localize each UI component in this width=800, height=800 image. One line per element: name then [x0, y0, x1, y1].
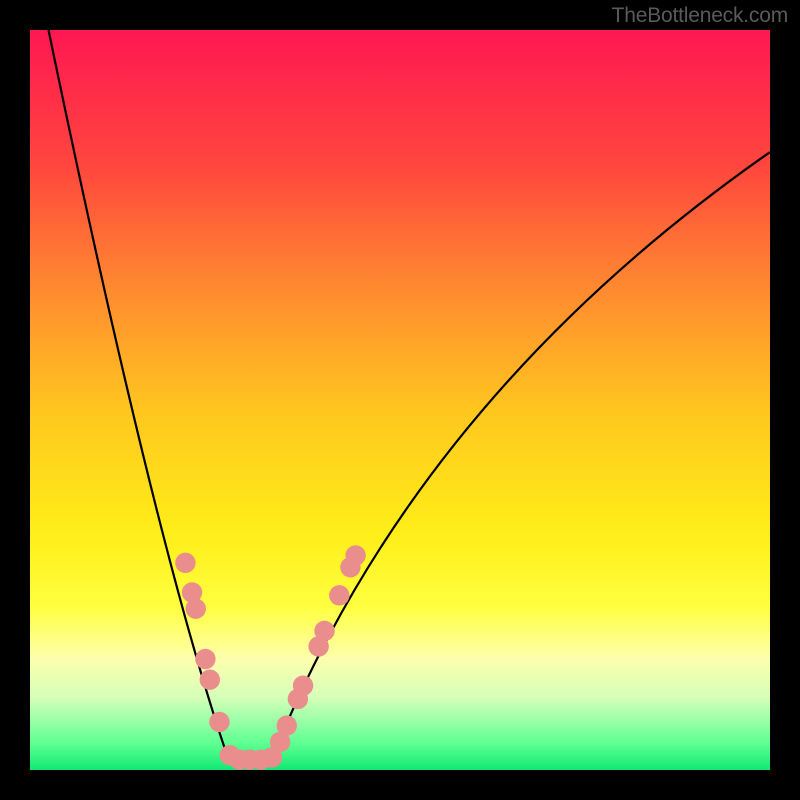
data-marker [293, 675, 313, 695]
watermark-text: TheBottleneck.com [612, 4, 788, 28]
data-marker [345, 545, 365, 565]
data-marker [175, 553, 195, 573]
data-marker [277, 715, 297, 735]
data-marker [329, 585, 349, 605]
chart-root: TheBottleneck.com [0, 0, 800, 800]
data-marker [200, 670, 220, 690]
curve-overlay [30, 30, 770, 770]
bottleneck-curve [49, 30, 771, 759]
data-markers [175, 545, 366, 770]
data-marker [209, 712, 229, 732]
plot-area [30, 30, 770, 770]
data-marker [186, 598, 206, 618]
data-marker [314, 621, 334, 641]
data-marker [195, 649, 215, 669]
